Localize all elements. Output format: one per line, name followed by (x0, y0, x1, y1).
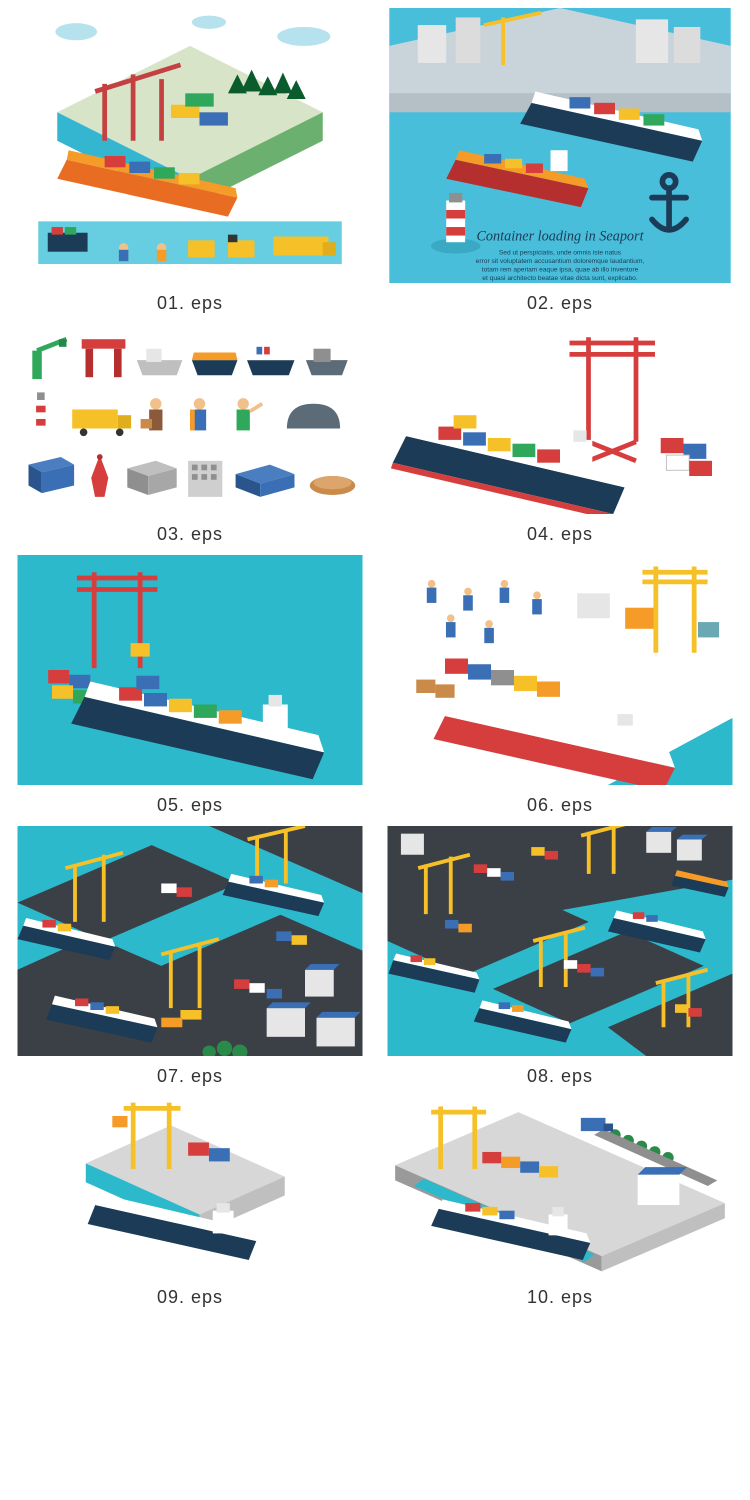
thumbnail-caption: 08. eps (527, 1066, 593, 1087)
svg-text:et quasi architecto beatae vit: et quasi architecto beatae vitae dicta s… (482, 275, 638, 282)
grid-cell: 01. eps (10, 8, 370, 314)
long-dock-icon (380, 1097, 740, 1277)
thumbnail-03 (10, 324, 370, 514)
icon-set-icon (10, 324, 370, 514)
ship-crane-icon (380, 324, 740, 514)
grid-cell: Container loading in Seaport Sed ut pers… (380, 8, 740, 314)
port-illustration-icon (10, 8, 370, 283)
grid-cell: 06. eps (380, 555, 740, 816)
thumbnail-05 (10, 555, 370, 785)
thumbnail-06 (380, 555, 740, 785)
thumbnail-04 (380, 324, 740, 514)
thumbnail-caption: 10. eps (527, 1287, 593, 1308)
grid-cell: 10. eps (380, 1097, 740, 1308)
thumbnail-08 (380, 826, 740, 1056)
grid-cell: 07. eps (10, 826, 370, 1087)
thumbnail-09 (10, 1097, 370, 1277)
poster-title: Container loading in Seaport (476, 228, 644, 244)
thumbnail-caption: 03. eps (157, 524, 223, 545)
dock-workers-icon (380, 555, 740, 785)
port-city-large-icon (380, 826, 740, 1056)
thumbnail-01 (10, 8, 370, 283)
thumbnail-02: Container loading in Seaport Sed ut pers… (380, 8, 740, 283)
thumbnail-10 (380, 1097, 740, 1277)
grid-cell: 04. eps (380, 324, 740, 545)
thumbnail-grid: 01. eps (0, 0, 750, 1348)
port-city-icon (10, 826, 370, 1056)
grid-cell: 09. eps (10, 1097, 370, 1308)
thumbnail-caption: 06. eps (527, 795, 593, 816)
thumbnail-caption: 07. eps (157, 1066, 223, 1087)
thumbnail-caption: 05. eps (157, 795, 223, 816)
seaport-poster-icon: Container loading in Seaport Sed ut pers… (380, 8, 740, 283)
thumbnail-caption: 02. eps (527, 293, 593, 314)
grid-cell: 08. eps (380, 826, 740, 1087)
ship-crane-teal-icon (10, 555, 370, 785)
grid-cell: 03. eps (10, 324, 370, 545)
thumbnail-caption: 09. eps (157, 1287, 223, 1308)
svg-text:Sed ut perspiciatis, unde omni: Sed ut perspiciatis, unde omnis iste nat… (499, 250, 622, 257)
svg-text:error sit voluptatem accusanti: error sit voluptatem accusantium dolorem… (476, 258, 645, 265)
thumbnail-caption: 01. eps (157, 293, 223, 314)
small-dock-icon (10, 1097, 370, 1277)
grid-cell: 05. eps (10, 555, 370, 816)
svg-text:totam rem aperiam eaque ipsa,: totam rem aperiam eaque ipsa, quae ab il… (482, 267, 639, 274)
thumbnail-07 (10, 826, 370, 1056)
thumbnail-caption: 04. eps (527, 524, 593, 545)
